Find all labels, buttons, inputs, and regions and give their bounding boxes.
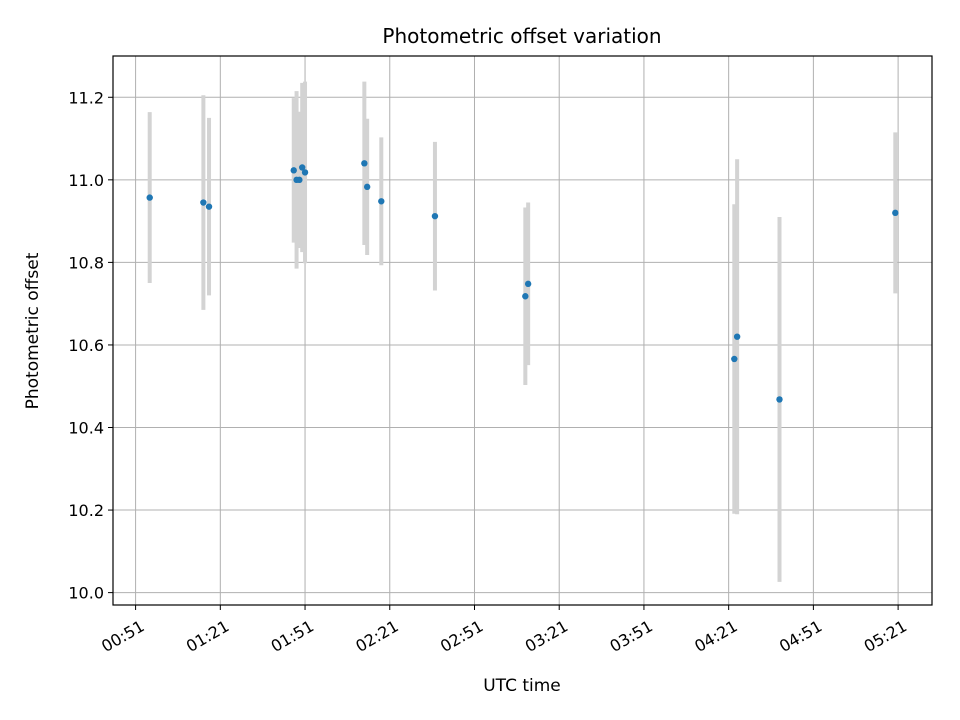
data-point bbox=[378, 198, 385, 205]
data-point bbox=[205, 203, 213, 210]
data-point bbox=[892, 209, 899, 217]
y-tick-label: 11.0 bbox=[68, 171, 104, 190]
y-axis-label: Photometric offset bbox=[23, 252, 43, 409]
data-point bbox=[522, 293, 529, 300]
x-axis-label: UTC time bbox=[483, 676, 561, 696]
data-point bbox=[200, 199, 207, 206]
grid bbox=[113, 56, 932, 605]
y-axis-ticks: 10.0 10.2 10.4 10.6 10.8 11.0 11.2 bbox=[68, 88, 113, 603]
data-point bbox=[431, 212, 439, 220]
data-point bbox=[731, 355, 738, 363]
y-tick-label: 10.6 bbox=[68, 336, 104, 355]
data-point bbox=[733, 333, 741, 340]
data-point bbox=[299, 164, 306, 171]
y-tick-label: 10.4 bbox=[68, 419, 104, 438]
y-tick-label: 10.0 bbox=[68, 584, 104, 603]
data-point bbox=[296, 176, 303, 184]
data-point bbox=[524, 280, 532, 288]
data-point bbox=[776, 396, 783, 403]
data-point bbox=[361, 160, 368, 167]
y-tick-label: 10.8 bbox=[68, 253, 104, 272]
data-point bbox=[146, 194, 153, 201]
data-point bbox=[363, 183, 371, 191]
plot-frame bbox=[112, 55, 933, 606]
data-point bbox=[290, 167, 297, 174]
y-tick-label: 11.2 bbox=[68, 88, 104, 107]
y-tick-label: 10.2 bbox=[68, 501, 104, 520]
data-point bbox=[301, 169, 309, 176]
data-points bbox=[146, 160, 899, 403]
chart-title: Photometric offset variation bbox=[382, 24, 661, 48]
